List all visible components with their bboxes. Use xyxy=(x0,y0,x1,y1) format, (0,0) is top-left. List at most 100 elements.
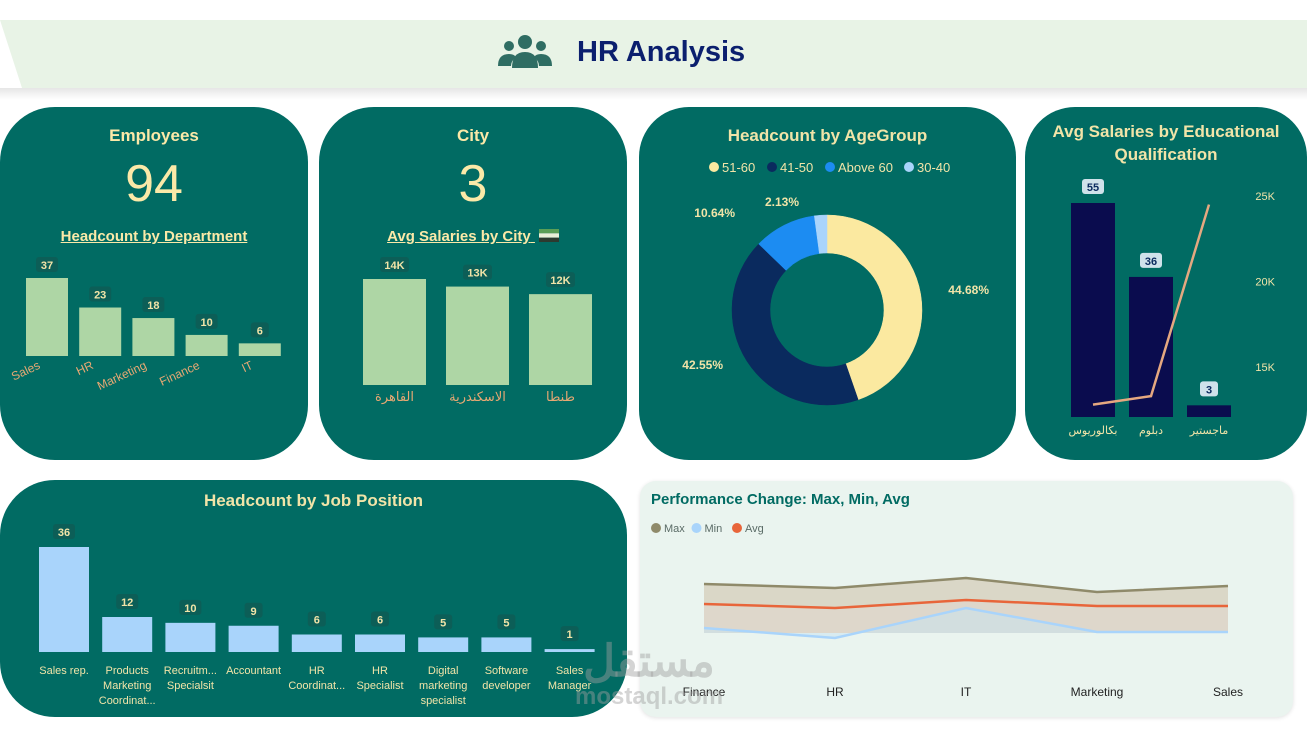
edu-count-label-bg xyxy=(1140,252,1162,268)
dept-value-label-bg xyxy=(36,257,58,272)
city-card: City 3 Avg Salaries by City 14K القاهرة 13… xyxy=(319,107,627,460)
dept-chart-title: Headcount by Department xyxy=(60,228,248,245)
city-value-label: 14K xyxy=(384,260,404,272)
header: HR Analysis xyxy=(497,30,745,74)
job-value-label: 6 xyxy=(377,615,383,627)
city-title: City xyxy=(456,126,490,145)
job-category-label: Marketing xyxy=(103,680,151,692)
edu-count-label-bg xyxy=(1082,179,1104,194)
job-category-label: Coordinat... xyxy=(99,695,156,707)
edu-count-label: 3 xyxy=(1206,384,1212,396)
edu-title-line1: Avg Salaries by Educational xyxy=(1052,122,1280,141)
job-category-label: marketing xyxy=(419,680,467,692)
banner-shadow xyxy=(0,88,1307,100)
dept-category-label: Finance xyxy=(157,358,202,389)
city-bar xyxy=(529,294,592,385)
job-category-label: Coordinat... xyxy=(288,680,345,692)
age-slice-label: 2.13% xyxy=(765,195,799,209)
age-slice-label: 44.68% xyxy=(948,283,989,297)
dept-value-label: 10 xyxy=(200,317,212,329)
edu-category-label: دبلوم xyxy=(1139,424,1163,437)
job-bar xyxy=(544,649,595,652)
city-value-label-bg xyxy=(546,272,575,288)
edu-combo-chart: 55 بكالوريوس 36 دبلوم 3 ماجستير 25K 20K 15K xyxy=(1068,179,1276,437)
job-value-label-bg xyxy=(53,524,75,539)
dept-category-label: HR xyxy=(74,358,96,378)
edu-bar xyxy=(1071,203,1115,417)
city-category-label: طنطا xyxy=(546,390,575,405)
job-value-label-bg xyxy=(560,626,579,642)
dept-bar xyxy=(132,318,175,356)
job-value-label: 36 xyxy=(58,527,70,539)
job-category-label: Accountant xyxy=(226,665,281,677)
city-category-label: الاسكندرية xyxy=(449,390,506,405)
job-category-label: Sales rep. xyxy=(39,665,89,677)
job-category-label: Recruitm... xyxy=(164,665,217,677)
city-chart-title: Avg Salaries by City xyxy=(319,228,627,245)
job-value-label: 12 xyxy=(121,597,133,609)
dept-bar xyxy=(79,307,122,356)
edu-count-label-bg xyxy=(1200,381,1218,397)
header-banner xyxy=(0,20,1307,88)
job-bar xyxy=(355,634,405,652)
city-value-label-bg xyxy=(463,264,492,280)
edu-count-label: 55 xyxy=(1087,182,1099,194)
dept-value-label: 37 xyxy=(41,260,53,272)
job-card: Headcount by Job Position 36 Sales rep. 12… xyxy=(0,480,627,717)
job-value-label-bg xyxy=(307,611,326,627)
age-legend-label: 41-50 xyxy=(780,160,813,175)
age-donut-slice xyxy=(814,214,828,254)
perf-legend-label: Avg xyxy=(745,523,764,535)
job-category-label: HR xyxy=(372,665,388,677)
watermark: مستقل mostaql.com xyxy=(575,640,723,710)
dept-category-label: IT xyxy=(239,358,255,375)
dept-value-label-bg xyxy=(89,286,112,302)
job-bar xyxy=(418,637,469,652)
age-chart-title: Headcount by AgeGroup xyxy=(727,126,928,145)
job-value-label: 1 xyxy=(567,629,573,641)
age-donut-slice xyxy=(826,214,923,401)
job-bar xyxy=(228,625,279,652)
age-legend-label: 30-40 xyxy=(917,160,950,175)
job-category-label: Digital xyxy=(428,665,459,677)
dept-bar xyxy=(185,334,228,356)
job-category-label: Specialist xyxy=(356,680,403,692)
dept-value-label-bg xyxy=(250,322,269,338)
city-chart-title-text: Avg Salaries by City xyxy=(387,228,531,245)
perf-x-label: IT xyxy=(961,685,972,699)
age-legend-marker xyxy=(904,162,914,172)
dept-category-label: Marketing xyxy=(95,358,149,393)
job-chart-title: Headcount by Job Position xyxy=(203,491,424,510)
city-bar xyxy=(446,286,509,385)
employees-card: Employees 94 Headcount by Department 37 S… xyxy=(0,107,308,460)
education-card: Avg Salaries by Educational Qualificatio… xyxy=(1025,107,1307,460)
perf-avg-line xyxy=(703,598,1228,610)
city-bar-chart: 14K القاهرة 13K الاسكندرية 12K طنطا xyxy=(363,257,592,405)
dept-bar xyxy=(26,278,68,356)
perf-max-line xyxy=(703,576,1229,594)
edu-y2-tick: 20K xyxy=(1255,277,1275,289)
edu-y2-tick: 15K xyxy=(1255,362,1275,374)
perf-min-area xyxy=(704,608,1228,638)
edu-chart-title: Avg Salaries by Educational Qualificatio… xyxy=(1025,120,1307,166)
dept-value-label-bg xyxy=(142,297,165,313)
city-value-label-bg xyxy=(380,257,409,272)
city-bar xyxy=(363,279,426,385)
dept-bar xyxy=(238,343,281,356)
job-category-label: Sales xyxy=(556,665,584,677)
dept-value-label: 18 xyxy=(147,300,159,312)
egypt-flag-icon xyxy=(538,229,559,242)
job-bar xyxy=(291,634,342,652)
perf-x-label: HR xyxy=(826,685,844,699)
city-value-label: 12K xyxy=(550,275,570,287)
edu-bar xyxy=(1187,405,1231,417)
job-category-label: Specialsit xyxy=(167,680,214,692)
age-legend-label: 51-60 xyxy=(722,160,755,175)
job-value-label: 6 xyxy=(314,615,320,627)
city-value-label: 13K xyxy=(467,268,487,280)
job-value-label: 5 xyxy=(503,617,509,629)
perf-legend-label: Min xyxy=(705,523,723,535)
perf-legend-marker xyxy=(732,523,742,533)
perf-min-line xyxy=(703,606,1228,640)
job-value-label-bg xyxy=(497,614,516,630)
